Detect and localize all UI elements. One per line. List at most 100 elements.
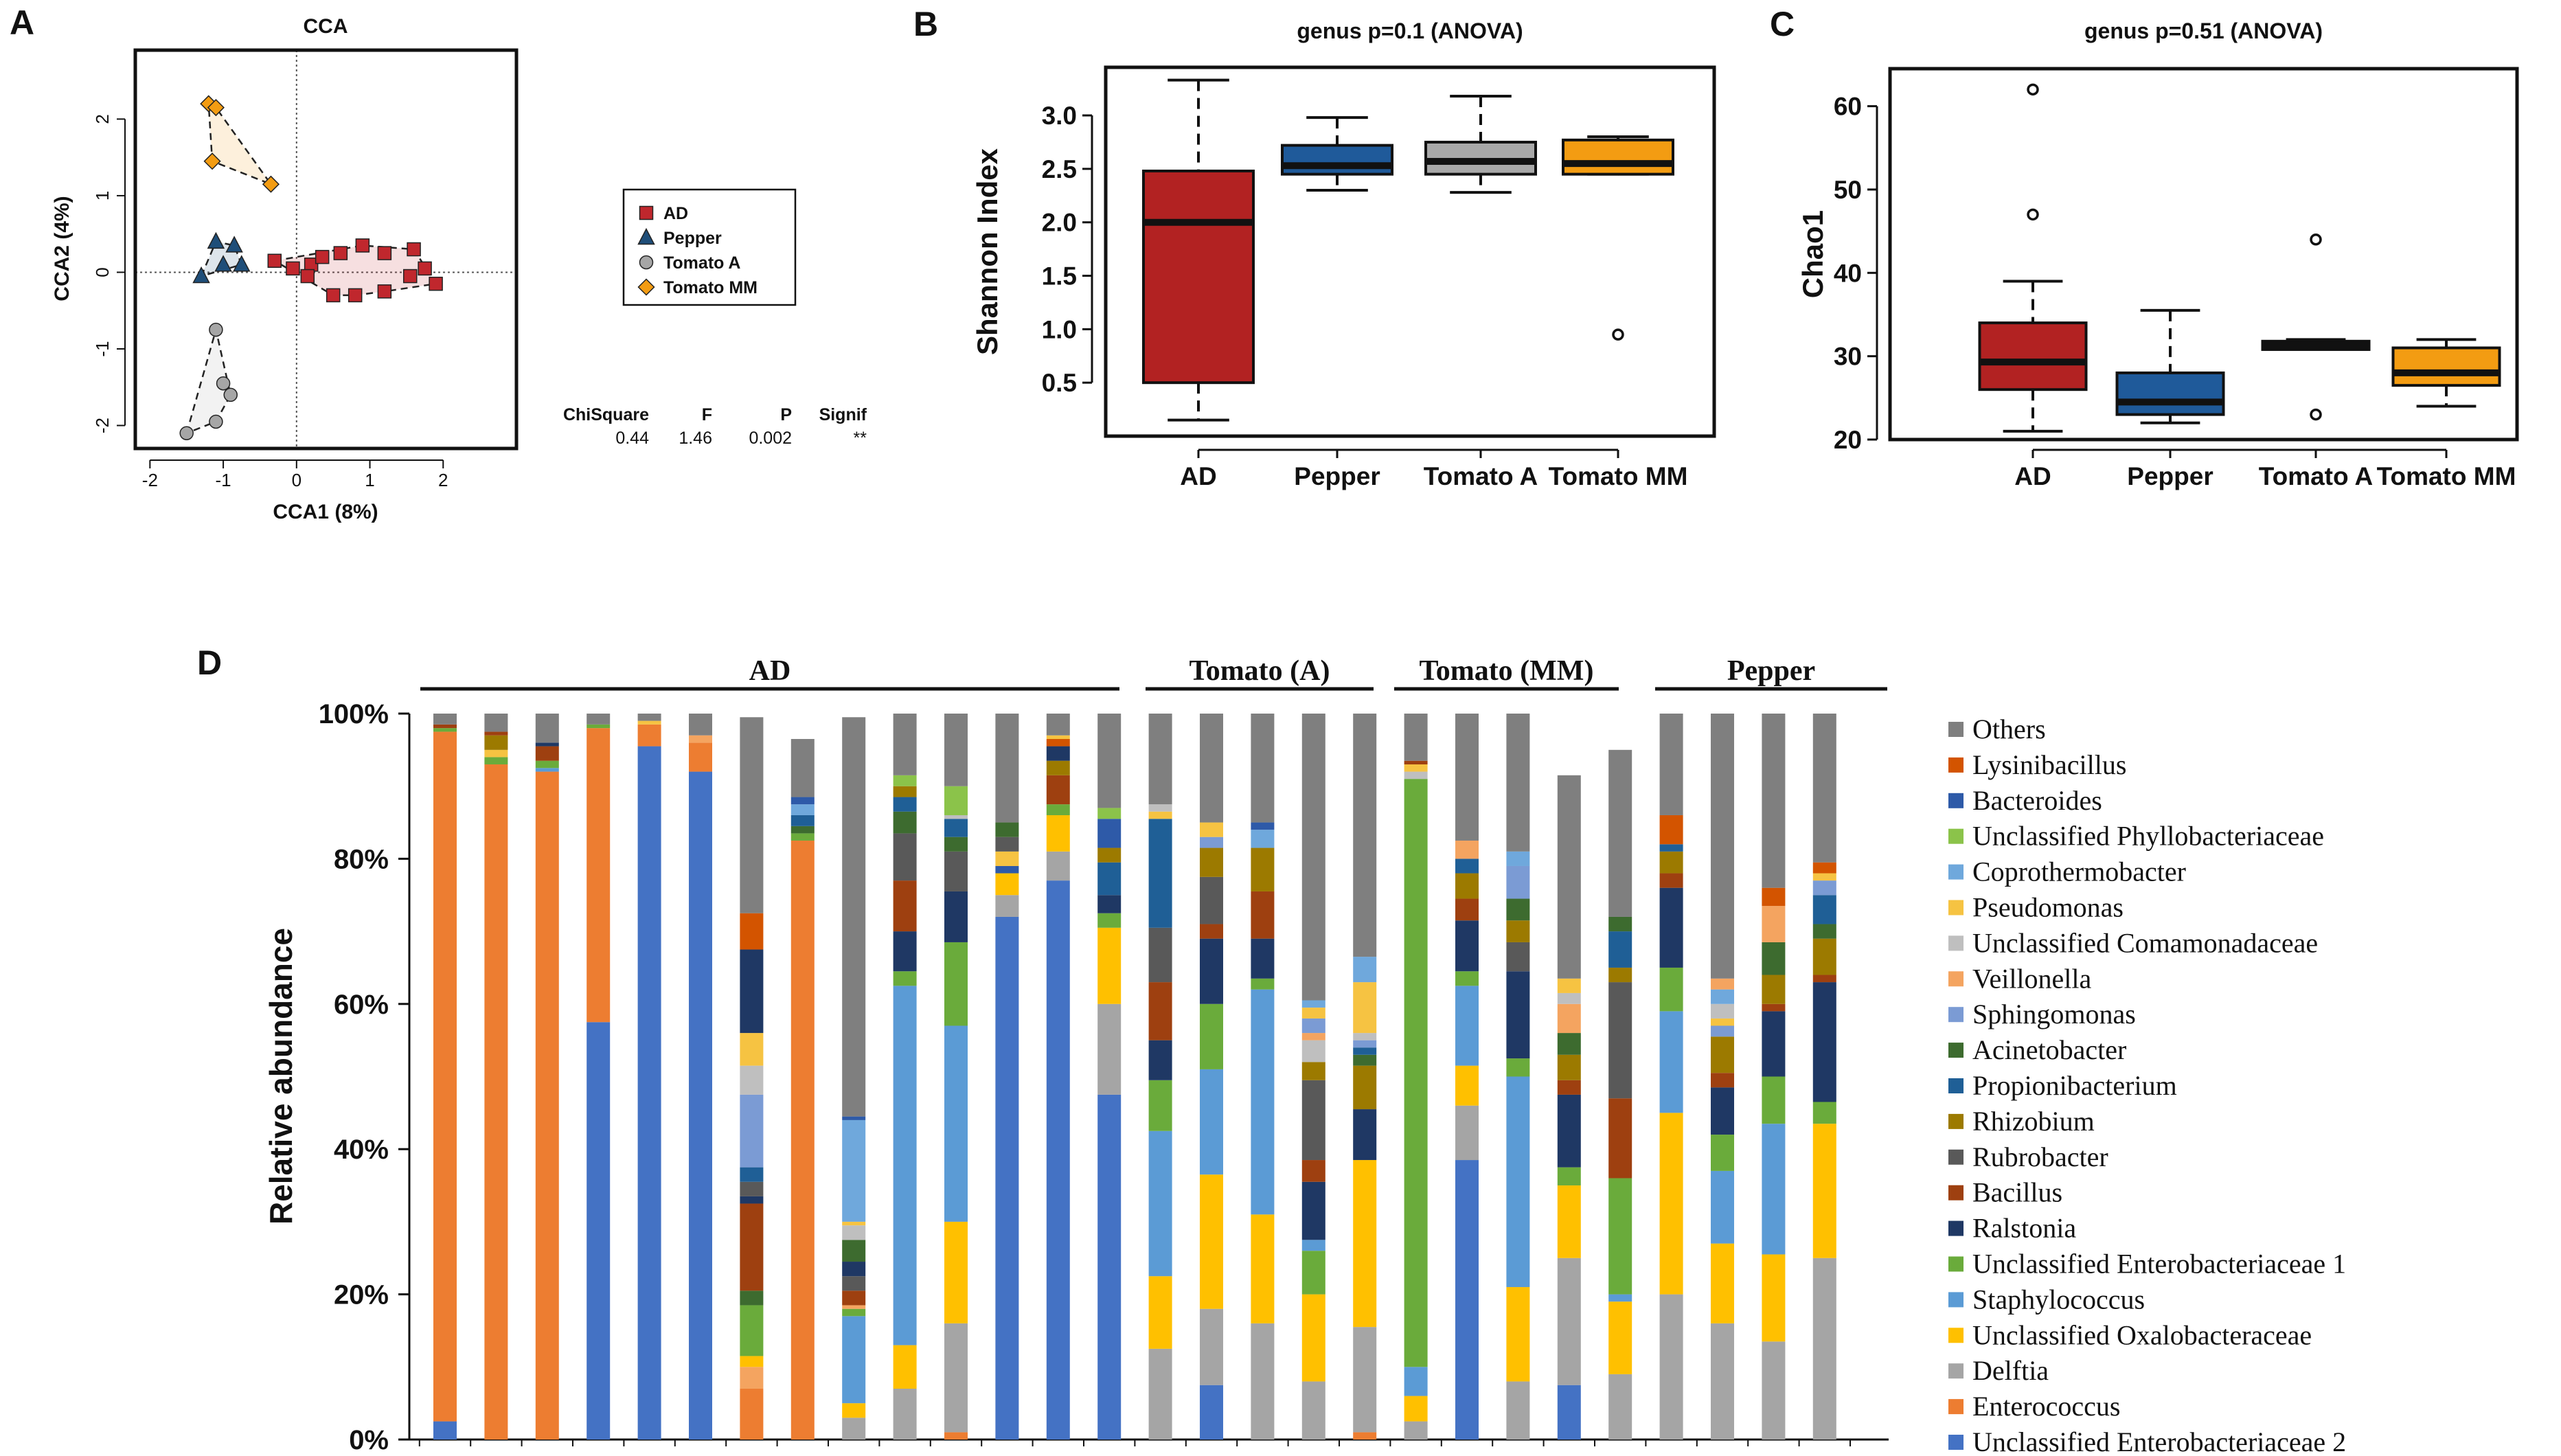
y-tick-label: 40 [1834,259,1862,287]
bar-segment-delftia [1404,1421,1428,1440]
bar-segment-enterococcus [433,731,457,1422]
point-tomato-mm [203,152,221,170]
bar-segment-delftia [1046,851,1070,881]
bar-segment-delftia [842,1418,866,1440]
bar-segment-rhizobium [1455,873,1479,899]
x-tick-label: 2 [438,470,448,490]
point-pepper [207,231,225,249]
bar-segment-delftia [1557,1258,1581,1385]
bar-segment-rhizobium [1097,848,1122,863]
bar-segment-acinetobacter [1353,1054,1377,1066]
bar-segment-rhizobium [1812,938,1836,975]
bar-segment-enterococcus [535,771,559,1440]
bar-segment-others [1659,714,1683,815]
y-axis-label: Chao1 [1797,210,1829,298]
bar-segment-lysinibacillus [1762,887,1786,907]
y-tick-label: 3.0 [1042,102,1077,130]
bar-segment-propionibacterium [1608,931,1632,968]
legend-label: Propionibacterium [1972,1070,2177,1101]
bar-segment-sphingomonas [1812,880,1836,896]
bar-segment-unclassified-oxalobacteraceae [1046,815,1070,852]
bar-segment-unclassified-enterobacteriaceae-2 [1200,1385,1223,1440]
legend-swatch-delftia [1948,1363,1964,1379]
legend-swatch-lysinibacillus [1948,757,1964,773]
bar-segment-staphylococcus [1659,1011,1683,1113]
box-tomato-mm-rect [1562,138,1674,176]
bar-segment-delftia [995,895,1019,917]
box-tomato-mm-outlier [1612,328,1624,341]
bar-segment-rhizobium [1353,1065,1377,1110]
point-ad [286,261,300,276]
point-ad [315,249,330,264]
bar-segment-bacteroides [842,1116,866,1120]
point-ad [418,261,432,276]
point-pepper [214,255,232,272]
bar-segment-delftia [1353,1327,1377,1433]
bar-segment-bacteroides [1097,819,1122,848]
bar-segment-delftia [1301,1381,1325,1440]
bar-segment-enterococcus [790,840,815,1440]
bar-segment-rubrobacter [995,837,1019,852]
bar-segment-bacillus [1251,891,1275,939]
x-axis-label: CCA1 (8%) [273,501,378,523]
x-tick-label: AD [1180,462,1216,490]
bar-segment-lysinibacillus [1659,815,1683,845]
bar-segment-unclassified-oxalobacteraceae [1404,1396,1428,1422]
legend-swatch-unclassified-oxalobacteraceae [1948,1328,1964,1343]
bar-segment-acinetobacter [790,826,815,834]
bar-segment-unclassified-comamonadaceae [1148,804,1172,812]
legend-label: Delftia [1972,1355,2049,1386]
legend-label: Rhizobium [1972,1106,2095,1137]
bar-segment-others [1711,714,1734,979]
bar-segment-others [433,714,457,725]
bar-segment-ralstonia [740,1196,764,1204]
bar-segment-others [484,714,508,732]
bar-segment-bacillus [1812,975,1836,983]
plot-frame-a [133,48,519,451]
legend-swatch-unclassified-enterobacteriaceae-2 [1948,1435,1964,1450]
bar-segment-unclassified-comamonadaceae [1353,1033,1377,1040]
legend-label: Unclassified Oxalobacteraceae [1972,1319,2312,1350]
bar-segment-unclassified-enterobacteriaceae-1 [1301,1251,1325,1295]
legend-label: Bacteroides [1972,785,2102,816]
bar-segment-unclassified-enterobacteriaceae-1 [1506,1058,1530,1077]
bar-segment-sphingomonas [1711,1025,1734,1037]
legend-label: Bacillus [1972,1177,2062,1208]
point-pepper [225,236,243,253]
bar-segment-delftia [1506,1381,1530,1440]
bar-segment-others [1353,714,1377,957]
bar-segment-pseudomonas [1711,1018,1734,1026]
bar-segment-acinetobacter [944,837,968,852]
legend-swatch-rubrobacter [1948,1149,1964,1165]
bar-segment-delftia [1200,1308,1223,1385]
point-tomato-a [209,322,223,337]
bar-segment-bacillus [1659,873,1683,888]
bar-segment-others [790,738,815,797]
y-tick-label: 0 [92,267,113,277]
bar-segment-staphylococcus [1711,1170,1734,1244]
y-tick-label: 2.5 [1042,155,1077,183]
bar-segment-delftia [1148,1348,1172,1440]
bar-segment-unclassified-enterobacteriaceae-1 [944,942,968,1026]
bar-segment-staphylococcus [1455,986,1479,1066]
bar-segment-unclassified-comamonadaceae [944,815,968,819]
bar-segment-coprothermobacter [790,804,815,815]
box-tomato-a-outlier [2310,234,2322,246]
bar-segment-others [587,714,611,725]
stats-header: P [780,405,792,424]
bar-segment-unclassified-enterobacteriaceae-1 [1097,913,1122,928]
bar-segment-bacillus [893,880,917,932]
bar-segment-unclassified-enterobacteriaceae-1 [1455,971,1479,986]
bar-segment-unclassified-enterobacteriaceae-1 [1046,804,1070,815]
y-tick-label: 30 [1834,343,1862,371]
y-tick-label: 20% [334,1280,389,1310]
bar-segment-sphingomonas [1200,837,1223,848]
bar-segment-propionibacterium [1097,862,1122,896]
bar-segment-unclassified-enterobacteriaceae-1 [790,833,815,841]
bar-segment-others [1404,714,1428,761]
bar-segment-unclassified-enterobacteriaceae-2 [689,771,712,1440]
bar-segment-propionibacterium [1455,858,1479,874]
bar-segment-propionibacterium [893,797,917,812]
y-axis-label: CCA2 (4%) [51,196,73,301]
